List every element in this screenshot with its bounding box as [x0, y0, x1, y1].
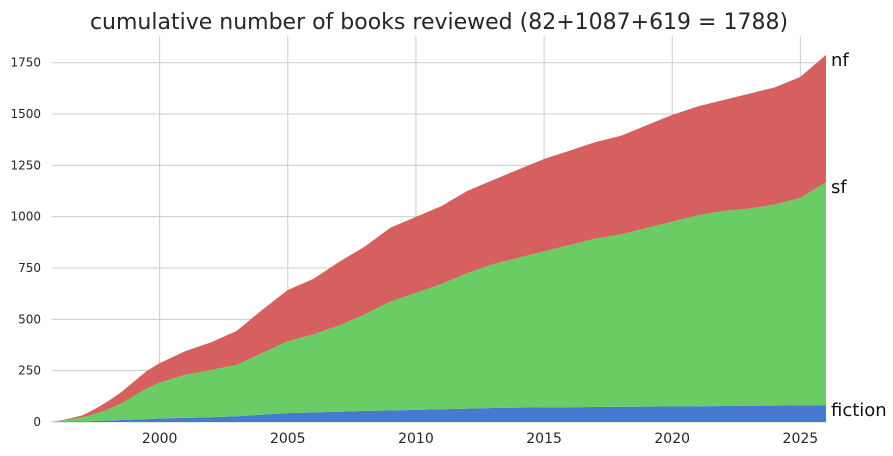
chart-title: cumulative number of books reviewed (82+…: [90, 10, 788, 35]
area-nf: [52, 54, 826, 422]
y-tick-label: 500: [18, 312, 41, 326]
x-tick-label: 2005: [270, 431, 306, 447]
series-label-sf: sf: [831, 177, 847, 198]
area-sf: [52, 181, 826, 422]
y-tick-label: 1750: [10, 56, 41, 70]
series-labels: fiction sf nf: [831, 50, 887, 421]
series-label-nf: nf: [831, 50, 849, 71]
series-label-fiction: fiction: [831, 400, 887, 421]
y-tick-label: 750: [18, 261, 41, 275]
axes: 0 250 500 750 1000 1250 1500 1750 2000 2005 2010 20…: [10, 56, 818, 447]
y-tick-label: 1000: [10, 210, 41, 224]
y-tick-label: 1500: [10, 107, 41, 121]
y-tick-label: 1250: [10, 158, 41, 172]
y-tick-label: 250: [18, 364, 41, 378]
x-tick-label: 2010: [398, 431, 434, 447]
plot-area: [52, 54, 826, 422]
x-tick-label: 2015: [526, 431, 562, 447]
x-tick-label: 2000: [142, 431, 178, 447]
y-tick-label: 0: [33, 415, 41, 429]
area-fiction: [52, 405, 826, 422]
x-tick-label: 2020: [654, 431, 690, 447]
x-tick-label: 2025: [783, 431, 819, 447]
